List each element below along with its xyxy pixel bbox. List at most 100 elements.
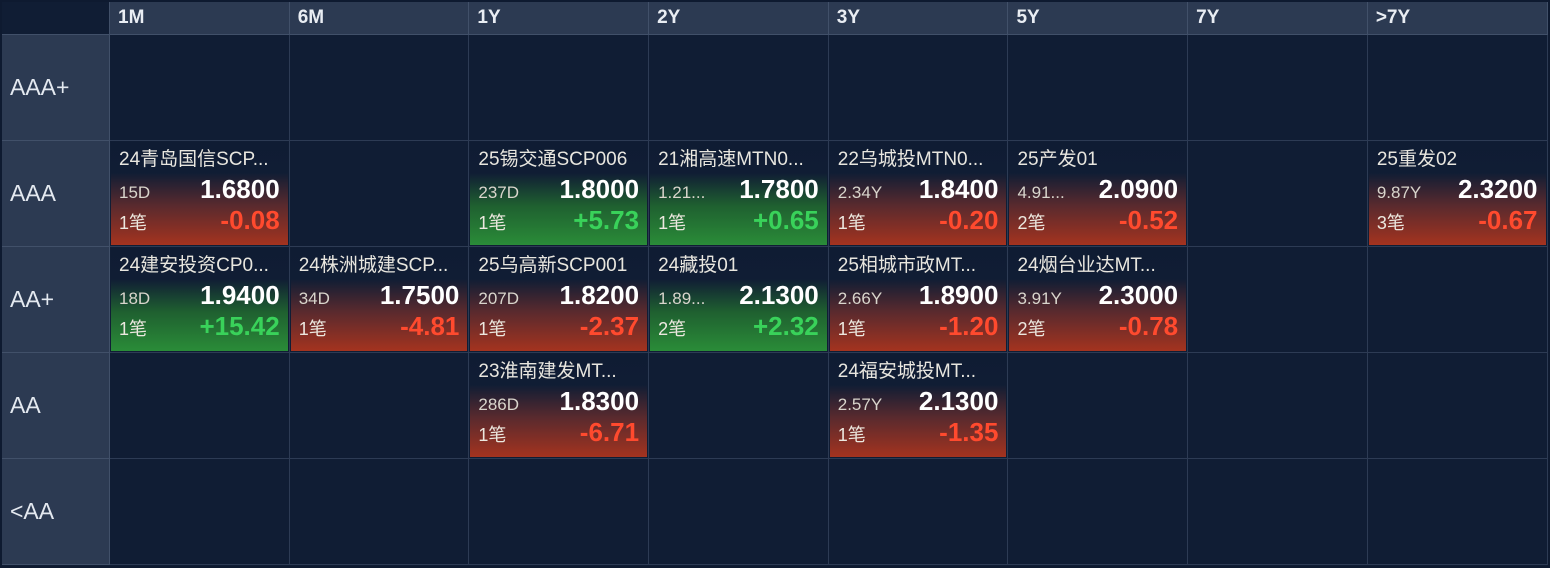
bond-yield: 2.1300 [918,386,999,416]
bond-yield: 1.6800 [200,174,280,204]
bond-card[interactable]: 24青岛国信SCP... 15D 1.6800 1笔 -0.08 [111,142,288,245]
bp-change: +0.65 [752,205,819,235]
bp-change: -2.37 [579,311,640,341]
bond-count-change-row: 1笔 +0.65 [658,205,819,236]
matrix-cell [1008,353,1189,459]
bond-term: 34D [298,289,330,308]
matrix-cell [110,459,290,565]
trade-count: 2笔 [1017,213,1046,233]
matrix-cell: 24建安投资CP0... 18D 1.9400 1笔 +15.42 [110,247,290,353]
matrix-cell [1367,353,1548,459]
matrix-cell: 25锡交通SCP006 237D 1.8000 1笔 +5.73 [469,141,650,247]
bond-yield: 2.0900 [1098,174,1179,204]
bond-term-yield-row: 2.66Y 1.8900 [838,280,999,311]
bond-term: 2.34Y [837,183,883,202]
bond-term: 1.89... [658,289,706,308]
trade-count: 1笔 [119,213,148,233]
matrix-cell: 24藏投01 1.89... 2.1300 2笔 +2.32 [649,247,829,353]
bond-term: 15D [119,183,151,202]
column-header[interactable]: 1M [110,2,290,35]
column-header[interactable]: >7Y [1367,2,1548,35]
bp-change: -1.20 [939,311,999,341]
bond-name: 23淮南建发MT... [478,361,617,382]
matrix-cell [110,353,290,459]
matrix-cell [1188,35,1368,141]
bp-change: -0.08 [220,205,280,235]
bond-card[interactable]: 24烟台业达MT... 3.91Y 2.3000 2笔 -0.78 [1009,248,1187,351]
matrix-cell: 25相城市政MT... 2.66Y 1.8900 1笔 -1.20 [828,247,1009,353]
matrix-cell [469,35,650,141]
bp-change: -0.52 [1118,205,1179,235]
bond-count-change-row: 2笔 +2.32 [658,311,819,342]
trade-count: 1笔 [837,319,866,339]
trade-count: 1笔 [478,425,507,445]
bp-change: -0.78 [1118,311,1179,341]
bond-card[interactable]: 25产发01 4.91... 2.0900 2笔 -0.52 [1009,142,1187,245]
bond-card[interactable]: 23淮南建发MT... 286D 1.8300 1笔 -6.71 [470,354,648,457]
trade-count: 3笔 [1376,213,1405,233]
bond-count-change-row: 1笔 +15.42 [119,311,280,342]
matrix-cell: 24福安城投MT... 2.57Y 2.1300 1笔 -1.35 [828,353,1009,459]
matrix-cell [1367,35,1548,141]
matrix-cell [649,353,829,459]
trade-count: 1笔 [837,213,866,233]
trade-count: 1笔 [478,213,507,233]
trade-count: 1笔 [837,425,866,445]
matrix-cell: 23淮南建发MT... 286D 1.8300 1笔 -6.71 [469,353,650,459]
column-header[interactable]: 1Y [469,2,650,35]
matrix-cell [289,141,470,247]
bond-card[interactable]: 24株洲城建SCP... 34D 1.7500 1笔 -4.81 [290,248,468,351]
bond-name: 24建安投资CP0... [119,255,269,276]
matrix-cell [1188,141,1368,247]
bond-card[interactable]: 25乌高新SCP001 207D 1.8200 1笔 -2.37 [470,248,648,351]
bond-card[interactable]: 24藏投01 1.89... 2.1300 2笔 +2.32 [650,248,827,351]
bond-card[interactable]: 21湘高速MTN0... 1.21... 1.7800 1笔 +0.65 [650,142,827,245]
row-header[interactable]: AA+ [2,247,110,353]
matrix-cell [1188,353,1368,459]
bond-count-change-row: 3笔 -0.67 [1377,205,1538,236]
bp-change: +2.32 [752,311,819,341]
bp-change: -1.35 [939,417,999,447]
bond-name: 24株洲城建SCP... [298,255,449,276]
column-header[interactable]: 7Y [1188,2,1368,35]
column-header[interactable]: 6M [289,2,470,35]
matrix-cell [289,353,470,459]
matrix-cell [828,459,1009,565]
bond-term: 4.91... [1017,183,1065,202]
bond-term: 18D [119,289,151,308]
bond-term: 237D [478,183,520,202]
bond-name: 22乌城投MTN0... [837,149,984,170]
bond-yield: 2.3000 [1098,280,1179,310]
bond-yield: 2.3200 [1457,174,1538,204]
bond-term-yield-row: 34D 1.7500 [299,280,460,311]
row-header[interactable]: AA [2,353,110,459]
bond-term-yield-row: 9.87Y 2.3200 [1377,174,1538,205]
bp-change: -0.20 [939,205,999,235]
matrix-cell: 25重发02 9.87Y 2.3200 3笔 -0.67 [1367,141,1548,247]
column-header[interactable]: 5Y [1008,2,1189,35]
bond-yield: 1.8300 [559,386,640,416]
matrix-cell [1188,247,1368,353]
bond-card[interactable]: 25重发02 9.87Y 2.3200 3笔 -0.67 [1368,142,1546,245]
bond-term-yield-row: 4.91... 2.0900 [1017,174,1178,205]
bond-card[interactable]: 25相城市政MT... 2.66Y 1.8900 1笔 -1.20 [829,248,1007,351]
bond-name: 25重发02 [1376,149,1458,170]
bond-count-change-row: 1笔 -4.81 [299,311,460,342]
bond-card[interactable]: 24建安投资CP0... 18D 1.9400 1笔 +15.42 [111,248,288,351]
bond-name: 25锡交通SCP006 [478,149,628,170]
column-header[interactable]: 3Y [828,2,1009,35]
column-header[interactable]: 2Y [649,2,829,35]
matrix-cell: 24株洲城建SCP... 34D 1.7500 1笔 -4.81 [289,247,470,353]
bond-card[interactable]: 25锡交通SCP006 237D 1.8000 1笔 +5.73 [470,142,648,245]
row-header[interactable]: AAA [2,141,110,247]
row-header[interactable]: <AA [2,459,110,565]
bond-count-change-row: 1笔 -0.20 [838,205,999,236]
matrix-cell [110,35,290,141]
bond-term-yield-row: 1.89... 2.1300 [658,280,819,311]
bond-term-yield-row: 1.21... 1.7800 [658,174,819,205]
matrix-cell: 25产发01 4.91... 2.0900 2笔 -0.52 [1008,141,1189,247]
bond-card[interactable]: 24福安城投MT... 2.57Y 2.1300 1笔 -1.35 [829,354,1007,457]
bond-card[interactable]: 22乌城投MTN0... 2.34Y 1.8400 1笔 -0.20 [829,142,1007,245]
row-header[interactable]: AAA+ [2,35,110,141]
trade-count: 1笔 [478,319,507,339]
